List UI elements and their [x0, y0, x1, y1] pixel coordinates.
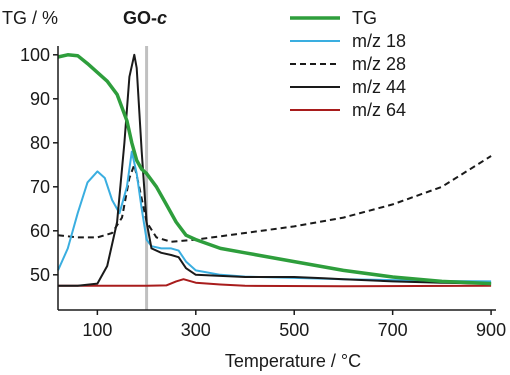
x-axis-label: Temperature / °C — [225, 351, 361, 371]
chart-title: GO-c — [123, 8, 167, 28]
series-line-m-z-64 — [58, 278, 492, 288]
x-tick-label: 100 — [82, 320, 112, 340]
series-line-tg — [57, 53, 492, 286]
x-tick-label: 300 — [181, 320, 211, 340]
x-tick-label: 900 — [476, 320, 506, 340]
y-tick-label: 50 — [30, 265, 50, 285]
y-tick-label: 100 — [20, 45, 50, 65]
legend-label-m-z-64: m/z 64 — [352, 100, 406, 120]
y-tick-label: 70 — [30, 177, 50, 197]
legend-label-m-z-28: m/z 28 — [352, 54, 406, 74]
series-line-m-z-44 — [58, 53, 492, 287]
legend-label-tg: TG — [352, 8, 377, 28]
x-tick-label: 500 — [279, 320, 309, 340]
y-tick-label: 90 — [30, 89, 50, 109]
chart-title-main: GO- — [123, 8, 157, 28]
y-ticks: 50 60 70 80 90 100 — [20, 45, 58, 285]
x-ticks: 100 300 500 700 900 — [82, 310, 506, 340]
chart-title-italic: c — [157, 8, 167, 28]
y-tick-label: 80 — [30, 133, 50, 153]
plot-area — [57, 46, 492, 310]
series-line-m-z-28 — [57, 155, 492, 243]
legend: TG m/z 18 m/z 28 m/z 44 m/z 64 — [290, 8, 406, 120]
y-axis-label: TG / % — [2, 8, 58, 28]
y-tick-label: 60 — [30, 221, 50, 241]
legend-label-m-z-44: m/z 44 — [352, 77, 406, 97]
axes — [57, 46, 496, 311]
x-tick-label: 700 — [378, 320, 408, 340]
legend-label-m-z-18: m/z 18 — [352, 31, 406, 51]
